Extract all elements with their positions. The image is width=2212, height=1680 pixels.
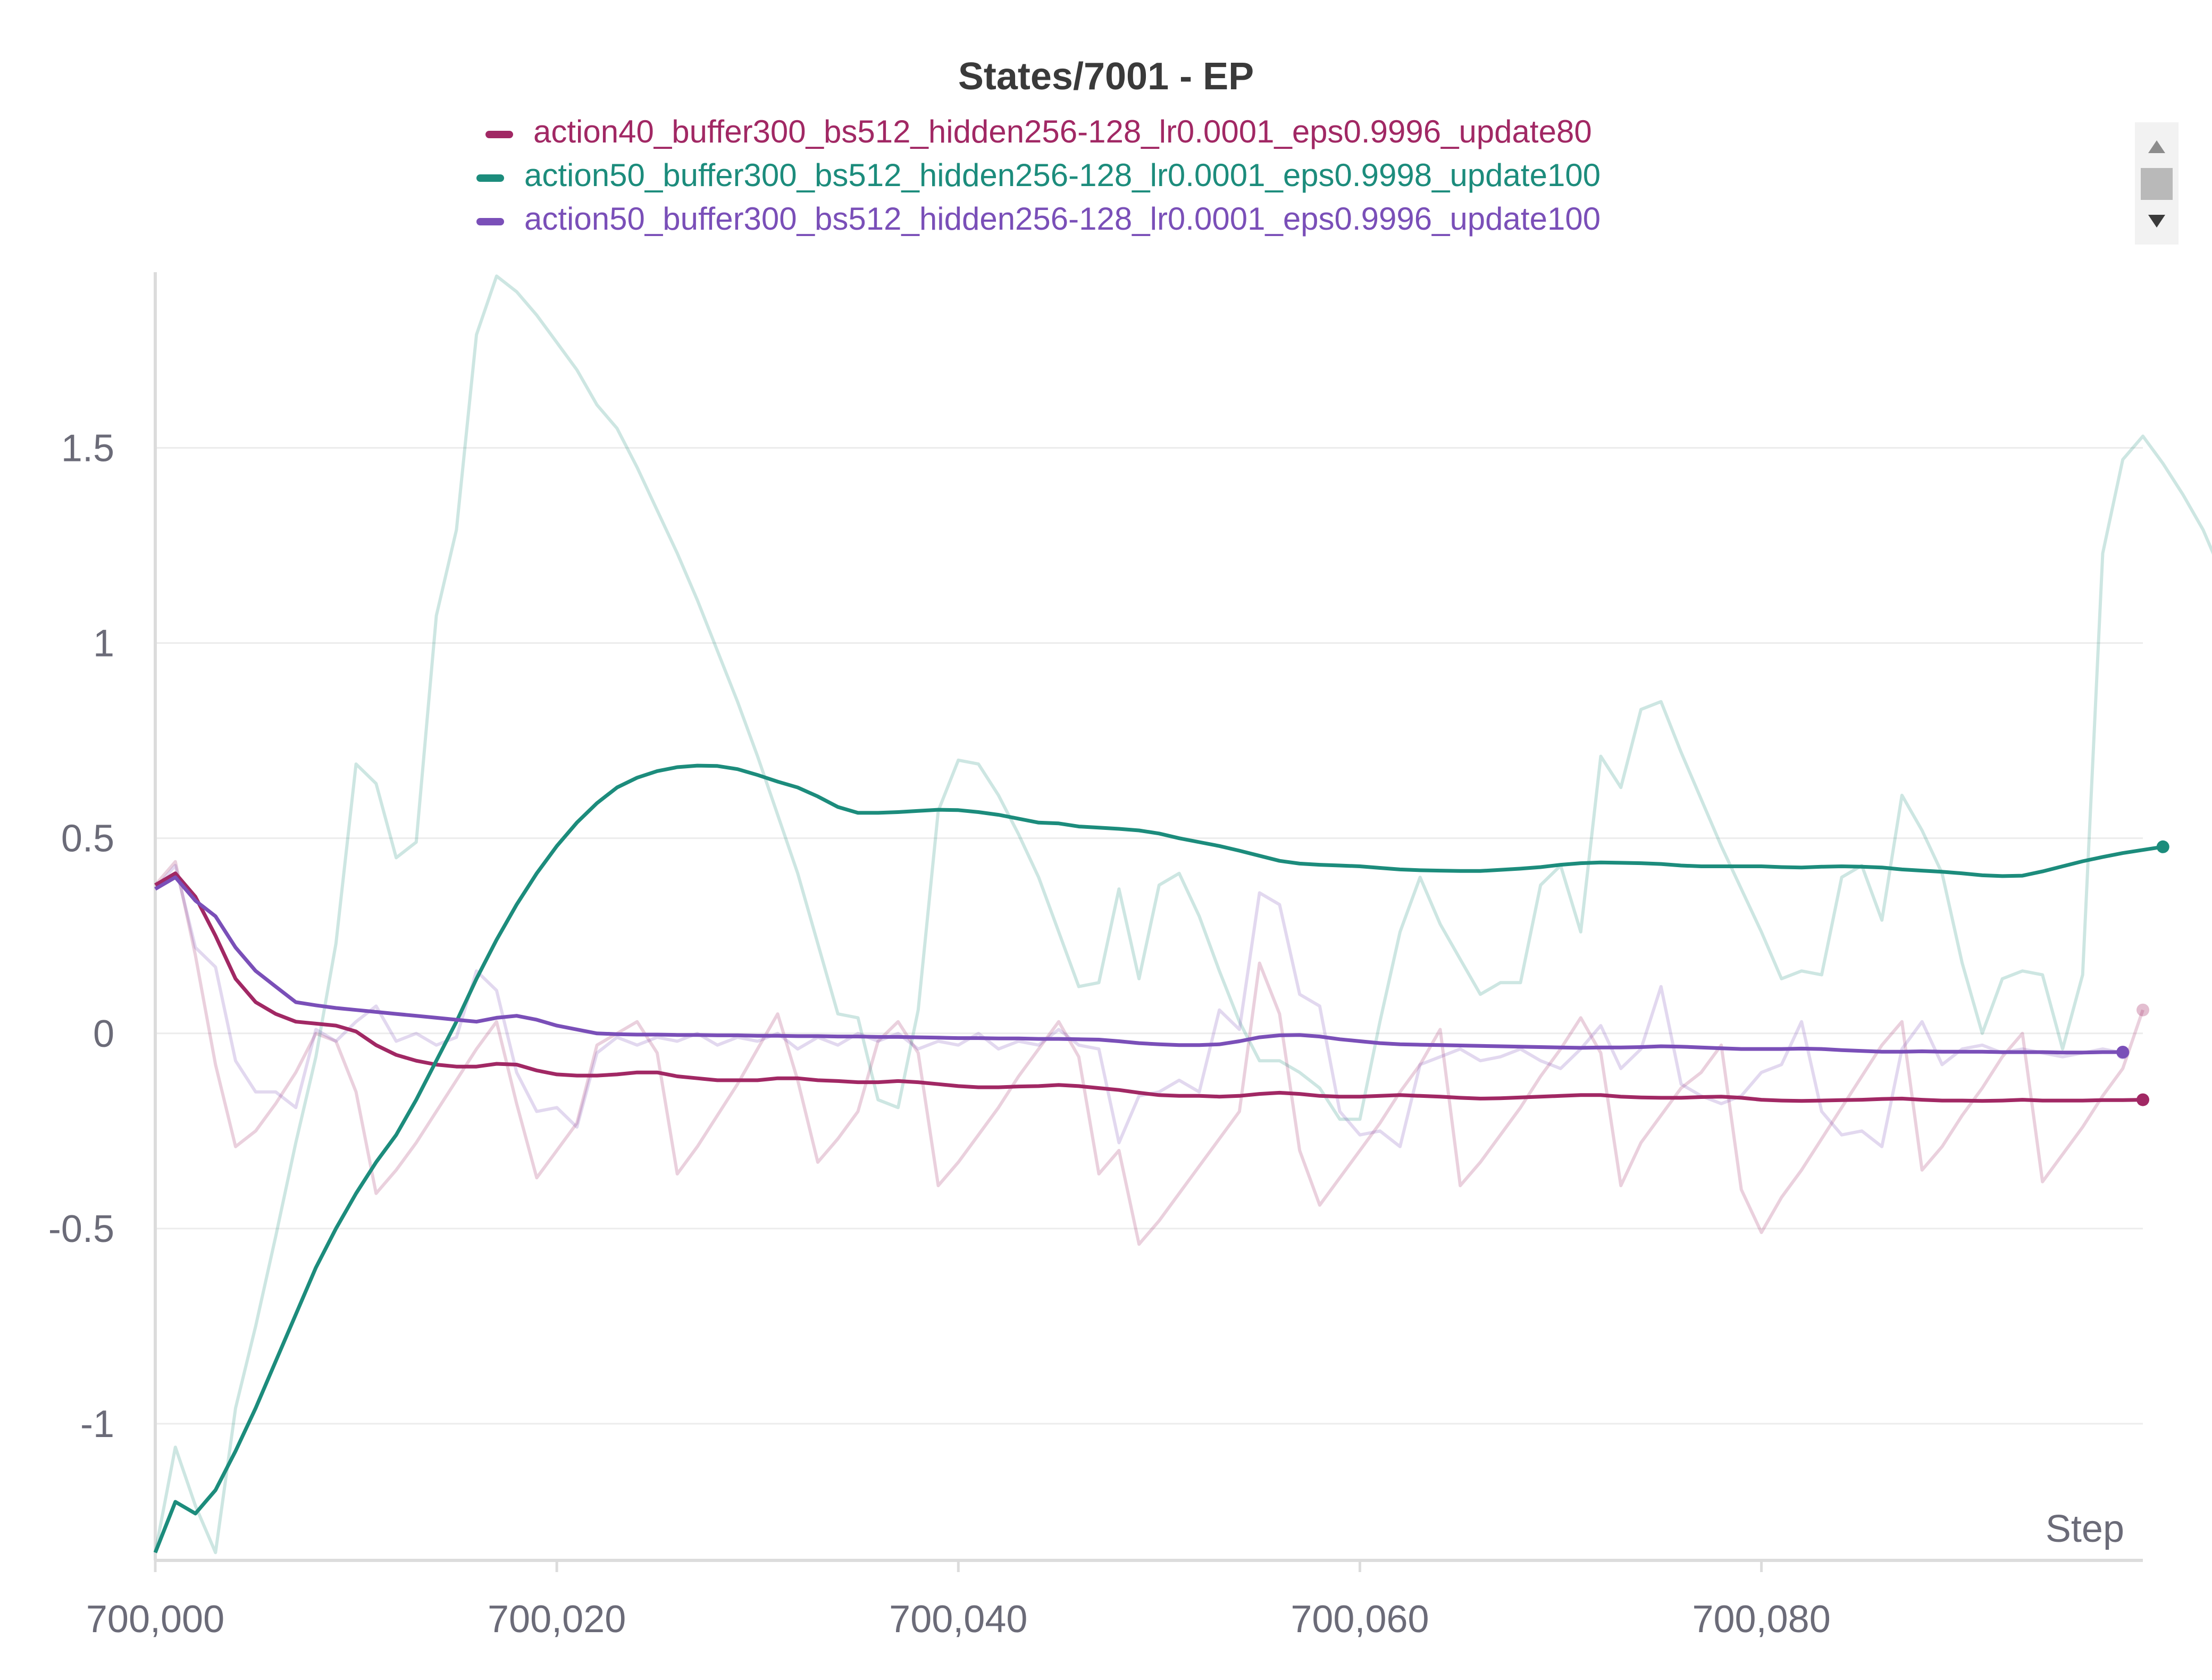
x-tick-label: 700,020 bbox=[488, 1598, 626, 1641]
series-smoothed-end-point-1 bbox=[2156, 840, 2169, 853]
scroll-down-arrow-icon[interactable] bbox=[2148, 215, 2165, 228]
legend: action40_buffer300_bs512_hidden256-128_l… bbox=[476, 114, 1601, 237]
series-end-markers bbox=[2116, 840, 2169, 1106]
y-tick-label: -0.5 bbox=[48, 1208, 114, 1250]
legend-label: action50_buffer300_bs512_hidden256-128_l… bbox=[524, 201, 1601, 237]
series-smoothed-line-0 bbox=[154, 871, 2143, 1103]
legend-item[interactable]: action50_buffer300_bs512_hidden256-128_l… bbox=[476, 157, 1601, 193]
legend-label: action50_buffer300_bs512_hidden256-128_l… bbox=[524, 157, 1601, 193]
series-raw-line-1 bbox=[154, 274, 2212, 1555]
raw-series-group bbox=[154, 274, 2212, 1555]
gridlines bbox=[155, 447, 2143, 1425]
y-tick-label: 1.5 bbox=[61, 427, 114, 469]
chart-title: States/7001 - EP bbox=[958, 55, 1254, 98]
series-raw-line-2 bbox=[154, 864, 2123, 1148]
legend-item[interactable]: action50_buffer300_bs512_hidden256-128_l… bbox=[476, 201, 1601, 237]
legend-swatch bbox=[485, 131, 513, 138]
legend-scrollbar[interactable] bbox=[2135, 122, 2179, 245]
y-tick-label: 0.5 bbox=[61, 818, 114, 860]
series-smoothed-end-point-0 bbox=[2136, 1093, 2149, 1106]
x-tick-label: 700,060 bbox=[1291, 1598, 1429, 1641]
legend-scrollbar-thumb[interactable] bbox=[2141, 168, 2173, 200]
x-axis-label: Step bbox=[2046, 1508, 2124, 1550]
smoothed-series-group bbox=[153, 763, 2164, 1553]
y-tick-label: -1 bbox=[80, 1403, 114, 1446]
scroll-up-arrow-icon[interactable] bbox=[2148, 140, 2165, 153]
series-raw-line-0 bbox=[154, 860, 2144, 1246]
y-tick-label: 0 bbox=[93, 1013, 114, 1055]
series-smoothed-line-1 bbox=[153, 763, 2164, 1553]
y-axis-ticks: -1 -0.5 0 0.5 1 1.5 bbox=[48, 427, 114, 1446]
x-tick-label: 700,000 bbox=[86, 1598, 224, 1641]
legend-swatch bbox=[476, 218, 504, 225]
legend-item[interactable]: action40_buffer300_bs512_hidden256-128_l… bbox=[485, 114, 1592, 149]
y-tick-label: 1 bbox=[93, 623, 114, 665]
x-tick-label: 700,040 bbox=[889, 1598, 1027, 1641]
series-smoothed-end-point-2 bbox=[2116, 1046, 2130, 1059]
legend-label: action40_buffer300_bs512_hidden256-128_l… bbox=[533, 114, 1592, 149]
x-axis-ticks: 700,000 700,020 700,040 700,060 700,080 bbox=[86, 1560, 1831, 1641]
series-smoothed-line-2 bbox=[154, 875, 2123, 1055]
series-raw-end-point-0 bbox=[2136, 1003, 2149, 1017]
legend-swatch bbox=[476, 174, 504, 182]
x-tick-label: 700,080 bbox=[1692, 1598, 1830, 1641]
